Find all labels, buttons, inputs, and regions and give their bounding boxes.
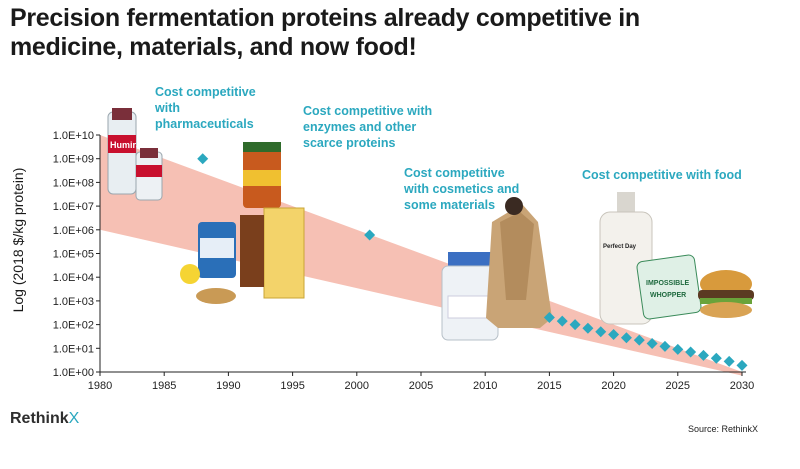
- humira-vials-image: Humira: [107, 108, 163, 201]
- annotation-line: pharmaceuticals: [155, 117, 254, 131]
- y-tick-label: 1.0E+09: [53, 154, 94, 166]
- axes: 1.0E+00 1.0E+01 1.0E+02 1.0E+03 1.0E+04 1.0E+…: [53, 130, 755, 392]
- y-tick-label: 1.0E+06: [53, 225, 94, 237]
- y-tick-label: 1.0E+01: [53, 343, 94, 355]
- x-tick-label: 1995: [280, 380, 304, 392]
- data-point: [197, 153, 209, 165]
- data-point: [556, 315, 568, 327]
- x-tick-label: 2015: [537, 380, 561, 392]
- data-point: [710, 352, 722, 364]
- annotation-line: Cost competitive: [404, 166, 505, 180]
- data-point: [697, 349, 709, 361]
- humira-label: Humira: [110, 140, 142, 150]
- data-point: [685, 346, 697, 358]
- annotation-cosmetics: Cost competitive with cosmetics and some…: [404, 165, 519, 213]
- data-point: [582, 322, 594, 334]
- data-point: [633, 334, 645, 346]
- x-tick-label: 2020: [601, 380, 625, 392]
- annotation-line: with cosmetics and: [404, 182, 520, 196]
- data-point: [659, 340, 671, 352]
- source-note: Source: RethinkX: [687, 424, 758, 434]
- data-point: [364, 229, 376, 241]
- annotation-line: Cost competitive with food: [582, 168, 742, 182]
- data-point: [595, 326, 607, 338]
- annotation-food: Cost competitive with food: [582, 167, 742, 183]
- data-point: [646, 337, 658, 349]
- x-tick-label: 2010: [473, 380, 497, 392]
- y-tick-label: 1.0E+05: [53, 249, 94, 261]
- brand-mark: X: [68, 410, 80, 427]
- x-tick-label: 2005: [409, 380, 433, 392]
- x-tick-label: 1980: [88, 380, 112, 392]
- product-photos: Humira Perfect: [107, 108, 754, 341]
- data-point: [723, 355, 735, 367]
- annotation-line: Cost competitive: [155, 85, 256, 99]
- annotation-pharma: Cost competitive with pharmaceuticals: [155, 84, 256, 132]
- data-point: [608, 329, 620, 341]
- x-tick-label: 2025: [666, 380, 690, 392]
- brand-name: Rethink: [10, 410, 69, 427]
- y-tick-label: 1.0E+08: [53, 177, 94, 189]
- data-markers: [197, 153, 748, 371]
- annotation-line: enzymes and other: [303, 120, 417, 134]
- whopper-label: WHOPPER: [650, 292, 686, 299]
- data-point: [620, 332, 632, 344]
- annotation-enzymes: Cost competitive with enzymes and other …: [303, 103, 432, 151]
- annotation-line: Cost competitive with: [303, 104, 433, 118]
- perfect-day-label: Perfect Day: [603, 244, 637, 250]
- lab-bottle-image: [441, 252, 499, 341]
- y-tick-label: 1.0E+07: [53, 201, 94, 213]
- x-tick-label: 1985: [152, 380, 176, 392]
- x-tick-label: 2000: [345, 380, 369, 392]
- annotation-line: scarce proteins: [303, 136, 396, 150]
- data-point: [569, 319, 581, 331]
- data-point: [736, 359, 748, 371]
- annotation-line: some materials: [404, 198, 496, 212]
- rethinkx-logo: RethinkX: [10, 410, 79, 428]
- y-tick-label: 1.0E+03: [53, 296, 94, 308]
- jacket-image: [486, 197, 552, 328]
- y-tick-label: 1.0E+02: [53, 320, 94, 332]
- impossible-whopper-image: IMPOSSIBLE WHOPPER: [636, 254, 754, 320]
- y-axis-label: Log (2018 $/kg protein): [10, 167, 26, 313]
- y-tick-label: 1.0E+04: [53, 272, 94, 284]
- x-tick-label: 1990: [216, 380, 240, 392]
- data-point: [543, 311, 555, 323]
- y-tick-label: 1.0E+10: [53, 130, 94, 142]
- x-tick-label: 2030: [730, 380, 754, 392]
- data-point: [672, 343, 684, 355]
- chart-title: Precision fermentation proteins already …: [10, 4, 640, 61]
- y-tick-label: 1.0E+00: [53, 367, 94, 379]
- perfect-day-bottle-image: Perfect Day: [599, 192, 653, 325]
- supplement-bottles-image: [180, 142, 305, 304]
- annotation-line: with: [155, 101, 180, 115]
- impossible-label: IMPOSSIBLE: [646, 280, 690, 287]
